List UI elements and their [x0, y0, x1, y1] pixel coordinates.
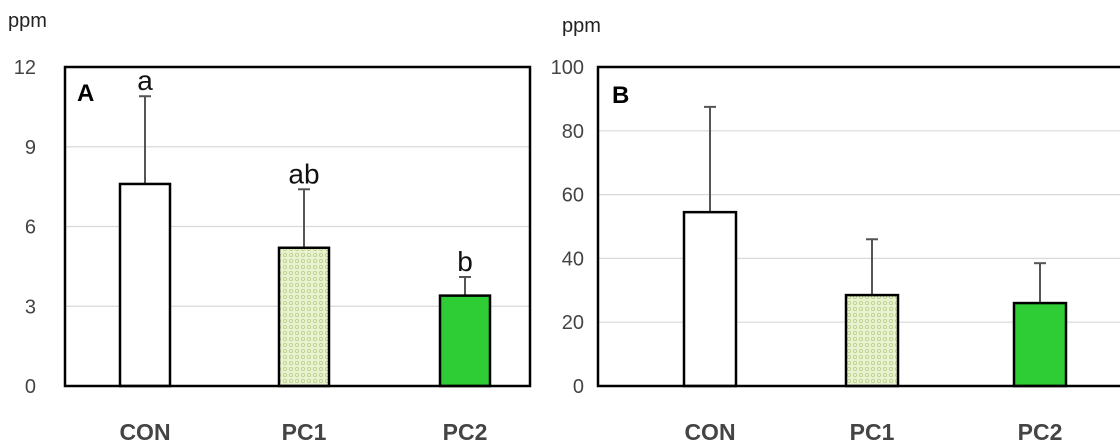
plot-area-frame: [596, 65, 1120, 388]
bar-con: [118, 182, 172, 388]
y-tick-label: 9: [25, 137, 36, 159]
y-tick-label: 3: [25, 296, 36, 318]
panel-label-b: B: [612, 82, 629, 109]
y-tick-label: 80: [562, 121, 584, 143]
chart-panel-a: ppm 0 3 6 9 12 a CON ab PC1 b PC2 A: [8, 10, 532, 445]
x-tick-label-pc2: PC2: [443, 419, 488, 445]
significance-letter: ab: [288, 158, 319, 189]
x-tick-label-con: CON: [119, 419, 170, 445]
y-tick-label: 20: [562, 312, 584, 334]
significance-letter: b: [457, 246, 473, 277]
bar-pc2: [438, 294, 492, 388]
x-tick-label-con: CON: [684, 419, 735, 445]
y-tick-label: 60: [562, 185, 584, 207]
x-tick-label-pc1: PC1: [850, 419, 895, 445]
y-tick-label: 0: [25, 376, 36, 398]
plot-area-frame: [63, 65, 532, 388]
chart-panel-b: ppm 0 20 40 60 80 100 CON PC1 PC2 B: [551, 15, 1120, 445]
bar-con: [682, 210, 738, 388]
y-tick-label: 12: [14, 57, 36, 79]
y-tick-label: 0: [573, 376, 584, 398]
y-axis-unit-b: ppm: [562, 15, 601, 37]
y-tick-label: 100: [551, 57, 584, 79]
y-axis-unit-a: ppm: [8, 10, 47, 32]
bar-pc1: [844, 293, 900, 388]
y-tick-label: 40: [562, 248, 584, 270]
panel-label-a: A: [77, 80, 94, 107]
bar-pc2: [1012, 301, 1068, 388]
x-tick-label-pc1: PC1: [282, 419, 327, 445]
bar-pc1: [277, 246, 331, 388]
y-tick-label: 6: [25, 217, 36, 239]
x-tick-label-pc2: PC2: [1018, 419, 1063, 445]
significance-letter: a: [137, 65, 153, 96]
